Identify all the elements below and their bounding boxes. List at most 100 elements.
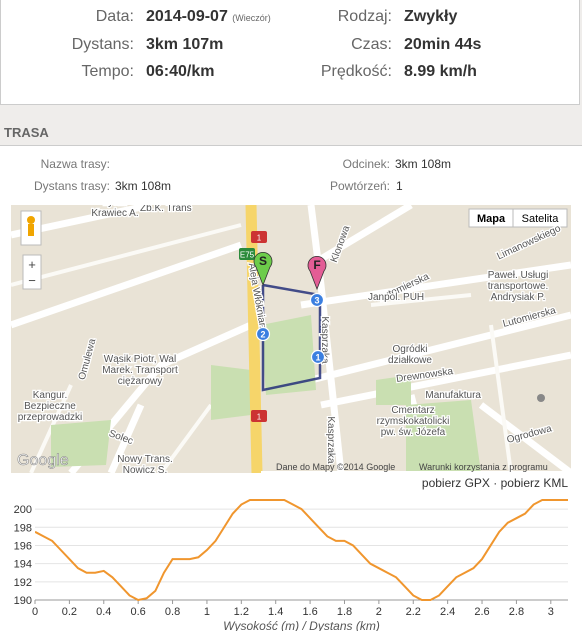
map-label: Wąsik Piotr, Wal [104, 354, 176, 365]
poi-icon [537, 394, 545, 402]
map-label: pw. św. Józefa [381, 427, 446, 438]
y-tick-label: 190 [14, 595, 32, 607]
finish-marker-label: F [313, 258, 320, 272]
y-tick-label: 194 [14, 559, 32, 571]
road-shield [251, 410, 267, 422]
value: 3km 108m [115, 179, 172, 193]
y-tick-label: 200 [14, 504, 32, 516]
y-tick-label: 198 [14, 522, 32, 534]
map-label: przeprowadzki [18, 412, 82, 423]
pegman-icon [27, 216, 35, 224]
label: Dystans: [71, 36, 134, 53]
map-label: Janpol. PUH [368, 292, 424, 303]
map-label: działkowe [388, 355, 432, 366]
map-type-control[interactable] [468, 208, 568, 228]
x-tick-label: 1 [204, 606, 210, 618]
map-label: Manufaktura [425, 390, 481, 401]
park [51, 315, 481, 473]
map-credits: Dane do Mapy ©2014 Google [276, 462, 395, 472]
map-label: Cmentarz [391, 405, 434, 416]
x-axis-title: Wysokość (m) / Dystans (km) [223, 619, 380, 631]
x-tick-label: 0.6 [131, 606, 146, 618]
label: Data: [95, 8, 134, 25]
zoom-in[interactable]: + [28, 257, 36, 272]
start-marker-label: S [259, 254, 267, 268]
separator: · [493, 476, 498, 490]
x-tick-label: 0 [32, 606, 38, 618]
road-shield-label: 1 [257, 234, 262, 243]
road-shield-label: 1 [257, 413, 262, 422]
zoom-out[interactable]: − [28, 273, 36, 288]
date: 2014-09-07 [146, 8, 228, 25]
map-label: Nowicz S. [123, 465, 167, 473]
stats-panel [0, 0, 580, 105]
y-tick-label: 196 [14, 540, 32, 552]
map-label: Zb.K. Trans [140, 205, 192, 214]
map-label: Ogródki [392, 344, 427, 355]
x-tick-label: 1.4 [268, 606, 283, 618]
map-label: transportowe. [488, 281, 549, 292]
x-tick-label: 1.8 [337, 606, 352, 618]
label: Czas: [351, 36, 392, 53]
x-tick-label: 2 [376, 606, 382, 618]
value: 1 [396, 179, 403, 193]
downloads: pobierz GPX · pobierz KML [422, 476, 568, 490]
map-label: Bezpieczne [24, 401, 76, 412]
label: Tempo: [81, 63, 134, 80]
link[interactable]: pobierz GPX [421, 476, 490, 490]
waypoint-label: 1 [315, 353, 320, 363]
value: Zwykły [404, 8, 458, 25]
waypoint-label: 2 [260, 330, 265, 340]
map-label: Paweł. Usługi [488, 270, 549, 281]
link[interactable]: pobierz KML [500, 476, 568, 490]
value: 20min 44s [404, 36, 482, 53]
road-shield-label: E75 [240, 251, 255, 260]
x-tick-label: 2.8 [509, 606, 524, 618]
note: (Wieczór) [232, 13, 271, 23]
waypoint[interactable] [309, 292, 325, 308]
waypoint-label: 3 [314, 296, 319, 306]
road-shield [239, 248, 255, 260]
main-road [245, 205, 263, 473]
x-tick-label: 0.4 [96, 606, 111, 618]
map-terms[interactable]: Warunki korzystania z programu [419, 462, 548, 472]
section-title: TRASA [4, 125, 49, 140]
x-tick-label: 1.6 [302, 606, 317, 618]
zoom-control[interactable] [22, 254, 42, 290]
value: 06:40/km [146, 63, 215, 80]
credits-bg [261, 471, 571, 473]
value: 3km 107m [146, 36, 224, 53]
map-label: Kasprzaka [325, 416, 336, 464]
waypoint[interactable] [255, 326, 271, 342]
map-label: Andrysiak P. [491, 292, 546, 303]
map-label: Lyan. [103, 205, 127, 208]
map-button[interactable]: Satelita [522, 213, 560, 225]
value: 8.99 km/h [404, 63, 477, 80]
elevation-chart: 190 192 194 196 198 200 0 0.2 0.4 0.6 0.8 1 1.2 1.4 1.… [14, 499, 568, 631]
x-tick-label: 1.2 [234, 606, 249, 618]
label: Odcinek: [342, 157, 390, 171]
label: Rodzaj: [337, 8, 392, 25]
waypoint[interactable] [310, 349, 326, 365]
finish-marker[interactable] [307, 256, 327, 291]
x-tick-label: 2.4 [440, 606, 455, 618]
pegman-icon [28, 224, 34, 236]
x-tick-label: 2.6 [474, 606, 489, 618]
x-tick-label: 3 [548, 606, 554, 618]
elevation-line [35, 499, 568, 601]
map-label: rzymskokatolicki [377, 416, 450, 427]
value: 2014-09-07 (Wieczór) [146, 8, 271, 26]
label: Dystans trasy: [33, 179, 110, 193]
map-label: Krawiec A. [91, 208, 138, 219]
map-logo: Google [17, 452, 69, 469]
x-tick-label: 2.2 [406, 606, 421, 618]
start-marker[interactable] [253, 252, 273, 287]
label: Prędkość: [320, 63, 392, 80]
map-button[interactable]: Mapa [477, 213, 506, 225]
x-tick-label: 0.2 [62, 606, 77, 618]
map[interactable]: Zb.K. TransLyan.Krawiec A.LimanowskiegoL… [11, 205, 571, 473]
map-label: ciężarowy [118, 376, 162, 387]
x-tick-label: 0.8 [165, 606, 180, 618]
label: Powtórzeń: [329, 179, 390, 193]
